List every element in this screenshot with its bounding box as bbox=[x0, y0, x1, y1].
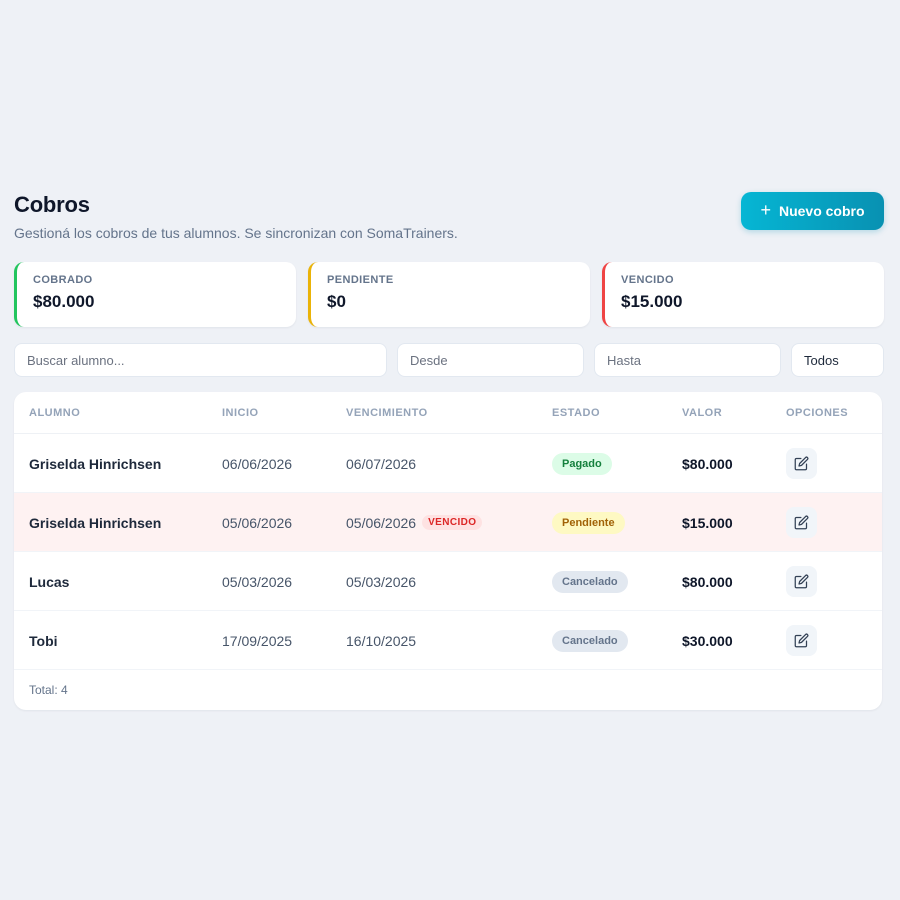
status-cell: Cancelado bbox=[552, 611, 628, 670]
edit-icon bbox=[794, 515, 809, 530]
table-row: Lucas 05/03/2026 05/03/2026 Cancelado $8… bbox=[14, 552, 882, 611]
edit-icon bbox=[794, 456, 809, 471]
payments-table: ALUMNO INICIO VENCIMIENTO ESTADO VALOR O… bbox=[14, 392, 882, 710]
options-cell bbox=[786, 434, 817, 493]
pending-value: $0 bbox=[327, 292, 346, 311]
start-date: 05/06/2026 bbox=[222, 514, 293, 531]
overdue-label: VENCIDO bbox=[621, 274, 674, 286]
summary-cards: COBRADO $80.000 PENDIENTE $0 VENCIDO $15… bbox=[14, 262, 884, 327]
due-date-text: 16/10/2025 bbox=[346, 632, 417, 649]
header-start: INICIO bbox=[222, 407, 259, 419]
pending-label: PENDIENTE bbox=[327, 274, 394, 286]
overdue-card: VENCIDO $15.000 bbox=[602, 262, 884, 327]
plus-icon: + bbox=[760, 200, 771, 220]
filters-bar: Todos bbox=[14, 343, 884, 377]
options-cell bbox=[786, 493, 817, 552]
collected-label: COBRADO bbox=[33, 274, 93, 286]
edit-button[interactable] bbox=[786, 566, 817, 597]
header-due: VENCIMIENTO bbox=[346, 407, 428, 419]
student-name: Lucas bbox=[29, 573, 70, 590]
header-options: OPCIONES bbox=[786, 407, 849, 419]
status-badge: Cancelado bbox=[552, 629, 628, 652]
edit-icon bbox=[794, 574, 809, 589]
due-date-text: 05/03/2026 bbox=[346, 573, 417, 590]
status-cell: Pagado bbox=[552, 434, 612, 493]
header-status: ESTADO bbox=[552, 407, 601, 419]
date-to-input[interactable] bbox=[594, 343, 781, 377]
status-select-value: Todos bbox=[804, 352, 839, 368]
student-name: Griselda Hinrichsen bbox=[29, 514, 162, 531]
overdue-value: $15.000 bbox=[621, 292, 683, 311]
status-cell: Cancelado bbox=[552, 552, 628, 611]
edit-button[interactable] bbox=[786, 448, 817, 479]
payment-value: $80.000 bbox=[682, 455, 733, 472]
overdue-tag: VENCIDO bbox=[422, 515, 483, 530]
due-date: 05/06/2026 VENCIDO bbox=[346, 493, 483, 552]
start-date: 05/03/2026 bbox=[222, 573, 293, 590]
due-date: 06/07/2026 bbox=[346, 434, 416, 493]
date-from-input[interactable] bbox=[397, 343, 584, 377]
collected-value: $80.000 bbox=[33, 292, 95, 311]
due-date: 16/10/2025 bbox=[346, 611, 416, 670]
due-date-text: 06/07/2026 bbox=[346, 455, 417, 472]
payment-value: $80.000 bbox=[682, 573, 733, 590]
due-date-text: 05/06/2026 bbox=[346, 514, 417, 531]
status-badge: Cancelado bbox=[552, 570, 628, 593]
header-value: VALOR bbox=[682, 407, 723, 419]
payment-value: $15.000 bbox=[682, 514, 733, 531]
table-row: Tobi 17/09/2025 16/10/2025 Cancelado $30… bbox=[14, 611, 882, 670]
status-select[interactable]: Todos bbox=[791, 343, 884, 377]
page-header: Cobros Gestioná los cobros de tus alumno… bbox=[14, 192, 884, 244]
header-student: ALUMNO bbox=[29, 407, 81, 419]
new-payment-button-label: Nuevo cobro bbox=[778, 203, 865, 219]
status-badge: Pagado bbox=[552, 452, 612, 475]
pending-card: PENDIENTE $0 bbox=[308, 262, 590, 327]
table-header: ALUMNO INICIO VENCIMIENTO ESTADO VALOR O… bbox=[14, 392, 882, 434]
start-date: 17/09/2025 bbox=[222, 632, 293, 649]
edit-button[interactable] bbox=[786, 507, 817, 538]
table-row: Griselda Hinrichsen 05/06/2026 05/06/202… bbox=[14, 493, 882, 552]
options-cell bbox=[786, 552, 817, 611]
payment-value: $30.000 bbox=[682, 632, 733, 649]
student-name: Tobi bbox=[29, 632, 58, 649]
start-date: 06/06/2026 bbox=[222, 455, 293, 472]
due-date: 05/03/2026 bbox=[346, 552, 416, 611]
edit-button[interactable] bbox=[786, 625, 817, 656]
table-row: Griselda Hinrichsen 06/06/2026 06/07/202… bbox=[14, 434, 882, 493]
new-payment-button[interactable]: + Nuevo cobro bbox=[741, 192, 884, 230]
collected-card: COBRADO $80.000 bbox=[14, 262, 296, 327]
page-subtitle: Gestioná los cobros de tus alumnos. Se s… bbox=[14, 225, 458, 241]
student-name: Griselda Hinrichsen bbox=[29, 455, 162, 472]
edit-icon bbox=[794, 633, 809, 648]
options-cell bbox=[786, 611, 817, 670]
search-input[interactable] bbox=[14, 343, 387, 377]
status-badge: Pendiente bbox=[552, 511, 625, 534]
status-cell: Pendiente bbox=[552, 493, 625, 552]
total-count: Total: 4 bbox=[29, 683, 68, 697]
page-title: Cobros bbox=[14, 192, 90, 217]
